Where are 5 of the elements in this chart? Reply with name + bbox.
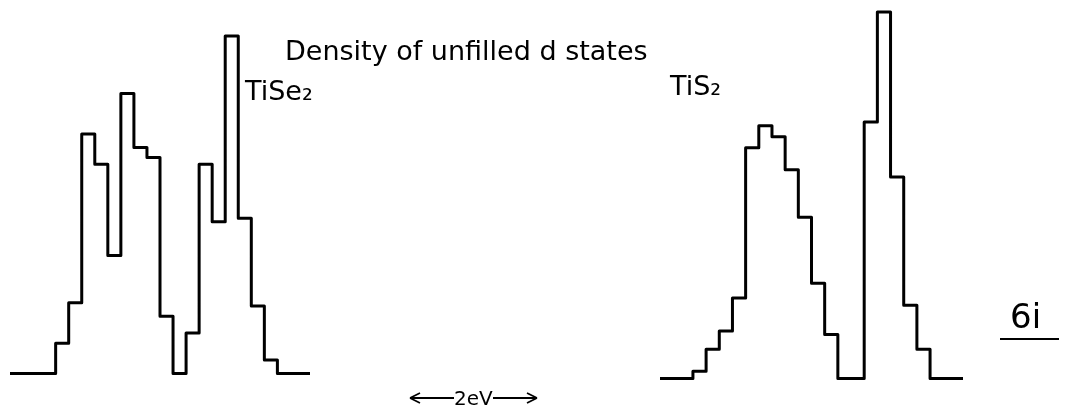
text: 2eV — [454, 386, 493, 410]
series-label: TiS₂ — [669, 70, 722, 101]
text: Density of unfilled d states — [285, 35, 648, 66]
series-label: TiSe₂ — [244, 75, 313, 106]
text: 6i — [1010, 296, 1042, 336]
